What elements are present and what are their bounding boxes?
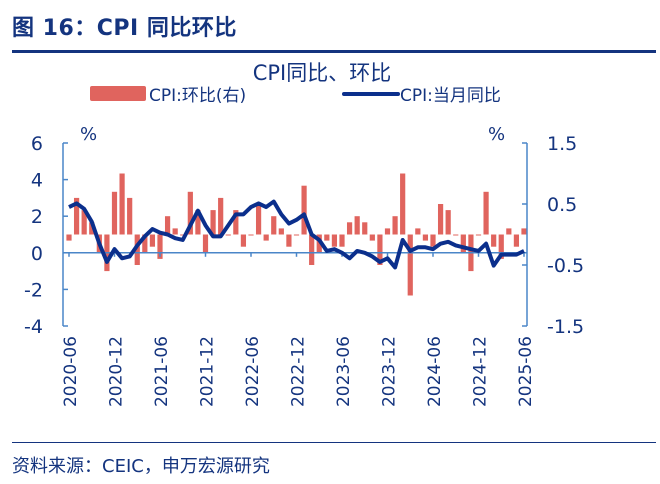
cpi-chart: CPI同比、环比 CPI:环比(右) CPI:当月同比 % % 6 4 2 0 -2 -4… bbox=[24, 61, 584, 407]
bar-mom bbox=[149, 234, 156, 247]
bar-mom bbox=[293, 234, 300, 236]
bar-mom bbox=[301, 185, 307, 235]
bar-mom bbox=[453, 234, 459, 236]
x-tick-label: 2025-06 bbox=[516, 336, 536, 407]
left-tick-label: 6 bbox=[31, 133, 43, 155]
left-unit-label: % bbox=[80, 124, 97, 145]
bar-mom bbox=[445, 210, 451, 235]
bar-mom bbox=[513, 234, 520, 247]
bar-mom bbox=[271, 216, 277, 235]
bar-mom bbox=[354, 216, 360, 235]
bar-mom bbox=[392, 216, 398, 235]
bar-mom bbox=[255, 204, 262, 235]
left-tick-label: -4 bbox=[24, 316, 43, 338]
x-tick-label: 2022-12 bbox=[289, 336, 309, 407]
bar-mom bbox=[210, 210, 216, 235]
bar-mom bbox=[218, 197, 224, 235]
x-tick-label: 2021-12 bbox=[198, 336, 218, 407]
right-tick-label: -0.5 bbox=[547, 255, 584, 277]
x-tick-label: 2020-12 bbox=[107, 336, 127, 407]
bar-mom bbox=[415, 228, 421, 235]
bar-mom bbox=[324, 234, 330, 241]
x-tick-label: 2023-06 bbox=[334, 336, 354, 407]
line-yoy bbox=[68, 199, 525, 270]
bar-mom bbox=[460, 234, 466, 253]
x-tick-label: 2021-06 bbox=[152, 336, 172, 407]
bar-mom bbox=[286, 234, 292, 247]
bar-mom bbox=[111, 191, 118, 235]
bar-mom bbox=[195, 210, 201, 235]
right-tick-label: 1.5 bbox=[547, 133, 577, 155]
left-tick-label: 4 bbox=[31, 170, 43, 192]
bar-mom bbox=[66, 234, 72, 241]
chart-title: CPI同比、环比 bbox=[253, 61, 392, 85]
bar-mom bbox=[316, 234, 322, 253]
right-tick-label: 0.5 bbox=[547, 194, 577, 216]
bar-mom bbox=[430, 234, 436, 247]
bar-mom bbox=[157, 234, 163, 259]
bar-mom bbox=[187, 191, 193, 235]
bar-mom bbox=[233, 210, 239, 235]
legend-label-bar: CPI:环比(右) bbox=[149, 86, 246, 106]
bar-mom bbox=[89, 222, 95, 235]
left-tick-label: 2 bbox=[31, 206, 43, 228]
bar-mom bbox=[346, 222, 353, 235]
bar-mom bbox=[248, 234, 254, 236]
bar-mom bbox=[263, 234, 269, 241]
legend: CPI:环比(右) CPI:当月同比 bbox=[90, 86, 501, 106]
x-tick-label: 2022-06 bbox=[243, 336, 263, 407]
bar-mom bbox=[377, 234, 383, 265]
bar-mom bbox=[172, 228, 178, 235]
bar-mom bbox=[521, 228, 527, 235]
x-tick-label: 2023-12 bbox=[380, 336, 400, 407]
x-tick-label: 2020-06 bbox=[61, 336, 81, 407]
bar-mom bbox=[437, 204, 444, 235]
bar-mom bbox=[475, 234, 482, 236]
bar-mom bbox=[142, 234, 148, 253]
bar-mom bbox=[81, 210, 87, 235]
bar-mom bbox=[240, 234, 247, 247]
left-tick-label: -2 bbox=[24, 279, 43, 301]
bar-mom bbox=[400, 173, 406, 235]
bar-mom bbox=[339, 234, 345, 247]
source-divider bbox=[12, 442, 656, 443]
bar-mom bbox=[164, 216, 171, 235]
bar-mom bbox=[73, 197, 80, 235]
left-tick-label: 0 bbox=[31, 243, 43, 265]
bar-mom bbox=[506, 228, 512, 235]
legend-label-line: CPI:当月同比 bbox=[400, 86, 501, 106]
source-note: 资料来源：CEIC，申万宏源研究 bbox=[12, 456, 270, 477]
legend-swatch-bar bbox=[90, 86, 146, 101]
bar-mom bbox=[491, 234, 497, 247]
bar-mom bbox=[202, 234, 209, 253]
bar-mom bbox=[422, 234, 429, 241]
figure-title: 图 16：CPI 同比环比 bbox=[12, 16, 237, 41]
bar-mom bbox=[180, 234, 186, 236]
bar-mom bbox=[119, 173, 125, 235]
x-tick-label: 2024-12 bbox=[471, 336, 491, 407]
bar-mom bbox=[369, 234, 375, 241]
bar-mom bbox=[134, 234, 140, 265]
right-tick-label: -1.5 bbox=[547, 316, 584, 338]
bar-mom bbox=[309, 234, 315, 265]
bar-mom bbox=[407, 234, 413, 296]
x-tick-label: 2024-06 bbox=[425, 336, 445, 407]
bar-mom bbox=[498, 234, 504, 259]
bar-mom bbox=[384, 228, 391, 235]
bar-mom bbox=[127, 197, 133, 235]
bar-mom bbox=[225, 234, 231, 236]
bar-mom bbox=[331, 234, 338, 247]
right-unit-label: % bbox=[488, 124, 505, 145]
title-divider bbox=[12, 50, 656, 53]
bar-mom bbox=[362, 222, 368, 235]
bar-mom bbox=[278, 228, 284, 235]
bar-mom bbox=[483, 191, 489, 235]
